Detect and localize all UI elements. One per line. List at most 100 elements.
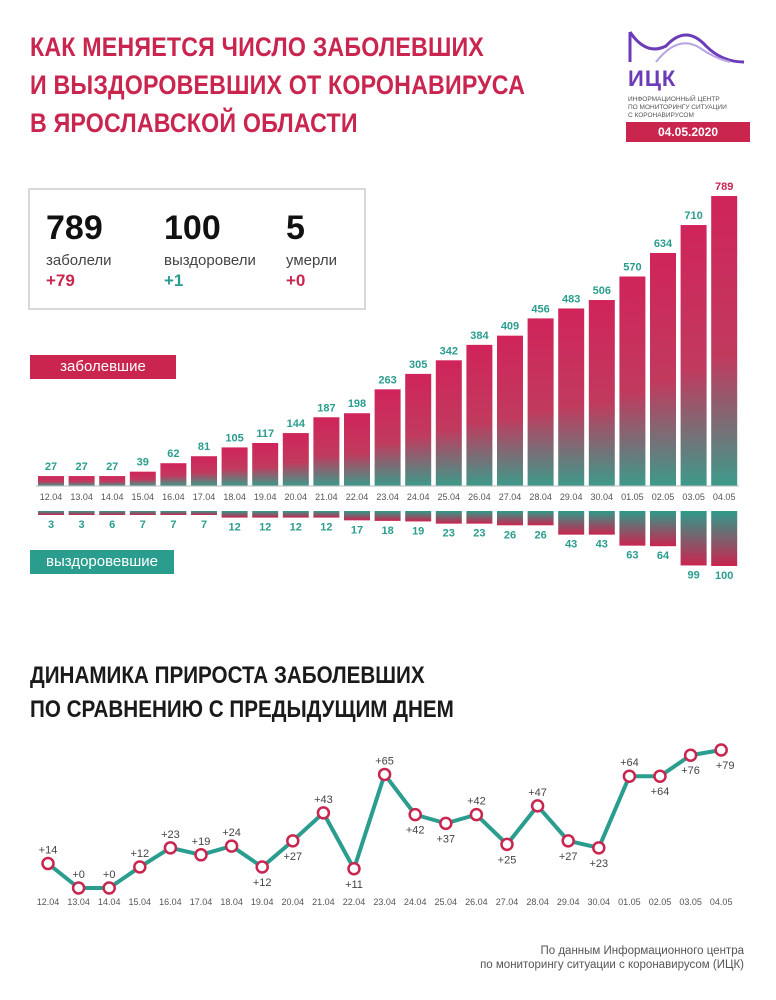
growth-value-label: +27 xyxy=(283,851,302,863)
growth-point xyxy=(439,816,453,831)
growth-chart-title: ДИНАМИКА ПРИРОСТА ЗАБОЛЕВШИХ ПО СРАВНЕНИ… xyxy=(30,659,454,727)
growth-date-tick: 21.04 xyxy=(312,897,335,907)
date-tick-label: 16.04 xyxy=(162,492,185,502)
infected-value-label: 384 xyxy=(470,330,489,342)
recovered-value-label: 3 xyxy=(79,519,85,531)
growth-value-label: +14 xyxy=(39,845,58,857)
date-tick-label: 25.04 xyxy=(438,492,461,502)
infected-value-label: 144 xyxy=(287,418,306,430)
growth-point xyxy=(255,860,269,874)
infected-bar xyxy=(129,471,156,486)
recovered-value-label: 19 xyxy=(412,525,424,537)
growth-value-label: +19 xyxy=(192,836,211,848)
recovered-value-label: 17 xyxy=(351,524,363,536)
recovered-value-label: 7 xyxy=(140,519,146,531)
growth-date-tick: 12.04 xyxy=(37,897,60,907)
recovered-value-label: 3 xyxy=(48,519,54,531)
infected-bar xyxy=(99,476,126,486)
infected-value-label: 81 xyxy=(198,441,210,453)
growth-value-label: +79 xyxy=(716,760,735,772)
infected-bar xyxy=(405,373,432,486)
growth-date-tick: 01.05 xyxy=(618,897,641,907)
title-line-2: И ВЫЗДОРОВЕВШИХ ОТ КОРОНАВИРУСА xyxy=(30,70,526,100)
source-line: По данным Информационного центра xyxy=(540,945,744,957)
recovered-value-label: 43 xyxy=(596,539,608,551)
infected-value-label: 198 xyxy=(348,398,366,410)
growth-value-label: +12 xyxy=(253,877,272,889)
recovered-value-label: 26 xyxy=(504,529,516,541)
logo-wave-icon xyxy=(628,31,745,64)
growth-value-label: +42 xyxy=(406,825,425,837)
recovered-bar xyxy=(680,511,707,566)
legend-infected: заболевшие xyxy=(30,355,176,379)
infected-bar xyxy=(344,413,370,486)
recovered-bar xyxy=(160,511,187,515)
recovered-value-label: 18 xyxy=(381,525,393,537)
growth-value-label: +0 xyxy=(103,869,116,881)
infected-value-label: 634 xyxy=(654,238,673,250)
infected-value-label: 710 xyxy=(684,210,702,222)
growth-point xyxy=(224,839,239,853)
infected-value-label: 105 xyxy=(225,432,243,444)
recovered-value-label: 12 xyxy=(228,522,240,534)
logo-name: ИЦК xyxy=(628,66,677,91)
infected-bar xyxy=(497,335,523,486)
recovered-bar xyxy=(435,511,462,524)
infected-bar xyxy=(252,442,279,486)
recovered-bar xyxy=(497,511,523,526)
source-note: По данным Информационного центра по мони… xyxy=(480,944,744,972)
infected-bar xyxy=(527,318,554,486)
date-tick-label: 21.04 xyxy=(315,492,338,502)
growth-value-label: +47 xyxy=(528,787,547,799)
stat-value: 100 xyxy=(164,209,221,247)
date-tick-label: 17.04 xyxy=(193,492,216,502)
growth-date-tick: 22.04 xyxy=(343,897,366,907)
growth-point xyxy=(377,767,392,782)
growth-point xyxy=(561,834,575,848)
growth-date-tick: 15.04 xyxy=(129,897,152,907)
growth-date-tick: 29.04 xyxy=(557,897,580,907)
summary-box: 789 заболели +79 100 выздоровели +1 5 ум… xyxy=(28,188,366,310)
recovered-value-label: 7 xyxy=(170,519,176,531)
growth-point xyxy=(316,806,331,820)
infected-bar xyxy=(374,389,401,486)
growth-line-chart: +14 12.04 +0 13.04 +0 14.04 +12 15.04 +23 16.04 +1… xyxy=(37,743,735,907)
growth-date-tick: 03.05 xyxy=(679,897,702,907)
infected-bar xyxy=(282,433,309,486)
growth-point xyxy=(683,748,698,762)
date-tick-label: 30.04 xyxy=(591,492,614,502)
growth-value-label: +24 xyxy=(222,827,241,839)
infected-bar xyxy=(191,456,217,486)
infected-value-label: 789 xyxy=(715,181,733,193)
infected-value-label: 456 xyxy=(531,303,549,315)
date-tick-label: 14.04 xyxy=(101,492,124,502)
infected-value-label: 27 xyxy=(45,461,57,473)
logo-subtitle-line: ИНФОРМАЦИОННЫЙ ЦЕНТР xyxy=(628,96,720,103)
recovered-bar xyxy=(129,511,156,515)
infected-bar xyxy=(221,447,248,486)
infected-value-label: 39 xyxy=(137,457,149,469)
legend-recovered: выздоровевшие xyxy=(30,550,174,574)
infected-value-label: 409 xyxy=(501,321,519,333)
logo-subtitle: ИНФОРМАЦИОННЫЙ ЦЕНТР ПО МОНИТОРИНГУ СИТУ… xyxy=(628,96,752,120)
recovered-bar xyxy=(68,511,95,515)
source-line: по мониторингу ситуации с коронавирусом … xyxy=(480,959,744,971)
infected-value-label: 117 xyxy=(256,428,274,440)
date-tick-label: 15.04 xyxy=(132,492,155,502)
growth-value-label: +64 xyxy=(620,757,639,769)
growth-point xyxy=(622,769,637,783)
date-tick-label: 24.04 xyxy=(407,492,430,502)
growth-value-label: +37 xyxy=(436,833,455,845)
growth-title-line-1: ДИНАМИКА ПРИРОСТА ЗАБОЛЕВШИХ xyxy=(30,662,425,689)
date-tick-label: 22.04 xyxy=(346,492,369,502)
report-date: 04.05.2020 xyxy=(626,122,750,142)
date-tick-label: 01.05 xyxy=(621,492,644,502)
growth-date-tick: 18.04 xyxy=(220,897,243,907)
date-tick-label: 02.05 xyxy=(652,492,675,502)
growth-value-label: +12 xyxy=(130,848,149,860)
growth-point xyxy=(500,837,514,852)
infected-value-label: 506 xyxy=(593,285,611,297)
growth-value-label: +76 xyxy=(681,765,700,777)
infected-bar xyxy=(558,308,585,486)
growth-point xyxy=(71,881,86,895)
